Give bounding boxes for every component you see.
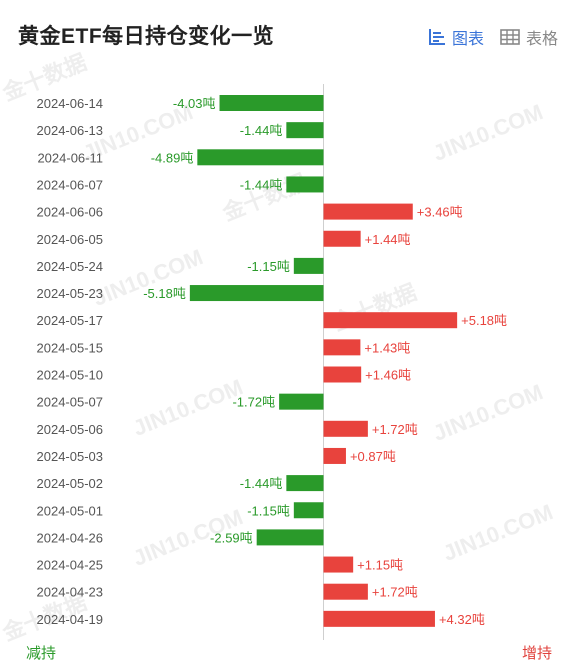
bar [323, 583, 368, 600]
chart-header: 黄金ETF每日持仓变化一览 图表 表格 [0, 0, 580, 70]
data-label: +3.46吨 [417, 205, 463, 220]
bar [323, 203, 413, 220]
data-label: -4.89吨 [151, 150, 194, 165]
bar [323, 610, 435, 627]
data-label: -1.44吨 [240, 123, 283, 138]
category-label: 2024-05-10 [37, 368, 104, 383]
bar [323, 230, 361, 247]
data-label: -4.03吨 [173, 96, 216, 111]
category-label: 2024-04-23 [37, 585, 104, 600]
bar [323, 447, 346, 464]
bar [293, 502, 324, 519]
data-label: +0.87吨 [350, 449, 396, 464]
bar [286, 122, 324, 139]
bar [189, 285, 324, 302]
bar-chart-icon [429, 29, 445, 45]
bar [323, 366, 362, 383]
data-label: -1.44吨 [240, 476, 283, 491]
data-label: -1.44吨 [240, 177, 283, 192]
data-label: +5.18吨 [461, 313, 507, 328]
data-label: +1.72吨 [372, 422, 418, 437]
increase-legend-label: 增持 [522, 645, 553, 662]
category-label: 2024-06-07 [37, 177, 104, 192]
data-label: -1.15吨 [247, 259, 290, 274]
bar [323, 312, 458, 329]
data-label: +1.43吨 [364, 340, 410, 355]
bar [219, 95, 324, 111]
category-label: 2024-05-03 [37, 449, 104, 464]
bar-chart: 2024-06-14 -4.03吨 2024-06-13 -1.44吨 2024-06-… [37, 84, 507, 640]
category-label: 2024-05-15 [37, 340, 104, 355]
category-label: 2024-05-17 [37, 313, 104, 328]
category-label: 2024-05-02 [37, 476, 104, 491]
category-label: 2024-05-06 [37, 422, 104, 437]
bar [293, 257, 324, 274]
category-label: 2024-06-06 [37, 205, 104, 220]
category-label: 2024-04-19 [37, 612, 104, 627]
category-label: 2024-05-24 [37, 259, 104, 274]
data-label: +1.44吨 [365, 232, 411, 247]
table-view-tab[interactable]: 表格 [500, 26, 558, 48]
category-label: 2024-05-07 [37, 395, 104, 410]
category-label: 2024-06-14 [37, 96, 104, 111]
bar [323, 339, 361, 356]
data-label: -1.15吨 [247, 503, 290, 518]
data-label: +1.72吨 [372, 585, 418, 600]
category-label: 2024-05-23 [37, 286, 104, 301]
category-label: 2024-06-13 [37, 123, 104, 138]
data-label: -2.59吨 [210, 530, 253, 545]
bar [286, 475, 324, 492]
chart-view-label: 图表 [452, 31, 485, 48]
bar [323, 420, 368, 437]
category-label: 2024-05-01 [37, 503, 104, 518]
data-label: +4.32吨 [439, 612, 485, 627]
data-label: -5.18吨 [143, 286, 186, 301]
bar [286, 176, 324, 193]
bar [256, 529, 324, 546]
category-label: 2024-04-26 [37, 530, 104, 545]
table-icon [500, 29, 520, 45]
data-label: +1.46吨 [365, 368, 411, 383]
category-label: 2024-06-11 [37, 150, 103, 165]
chart-view-tab[interactable]: 图表 [428, 26, 484, 48]
page-title: 黄金ETF每日持仓变化一览 [18, 25, 275, 48]
data-label: -1.72吨 [232, 395, 275, 410]
bar [323, 556, 354, 573]
data-label: +1.15吨 [357, 558, 403, 573]
category-label: 2024-06-05 [37, 232, 104, 247]
reduce-legend-label: 减持 [26, 645, 57, 662]
table-view-label: 表格 [526, 31, 559, 48]
category-label: 2024-04-25 [37, 558, 104, 573]
bar [197, 149, 324, 166]
bar [279, 393, 324, 410]
